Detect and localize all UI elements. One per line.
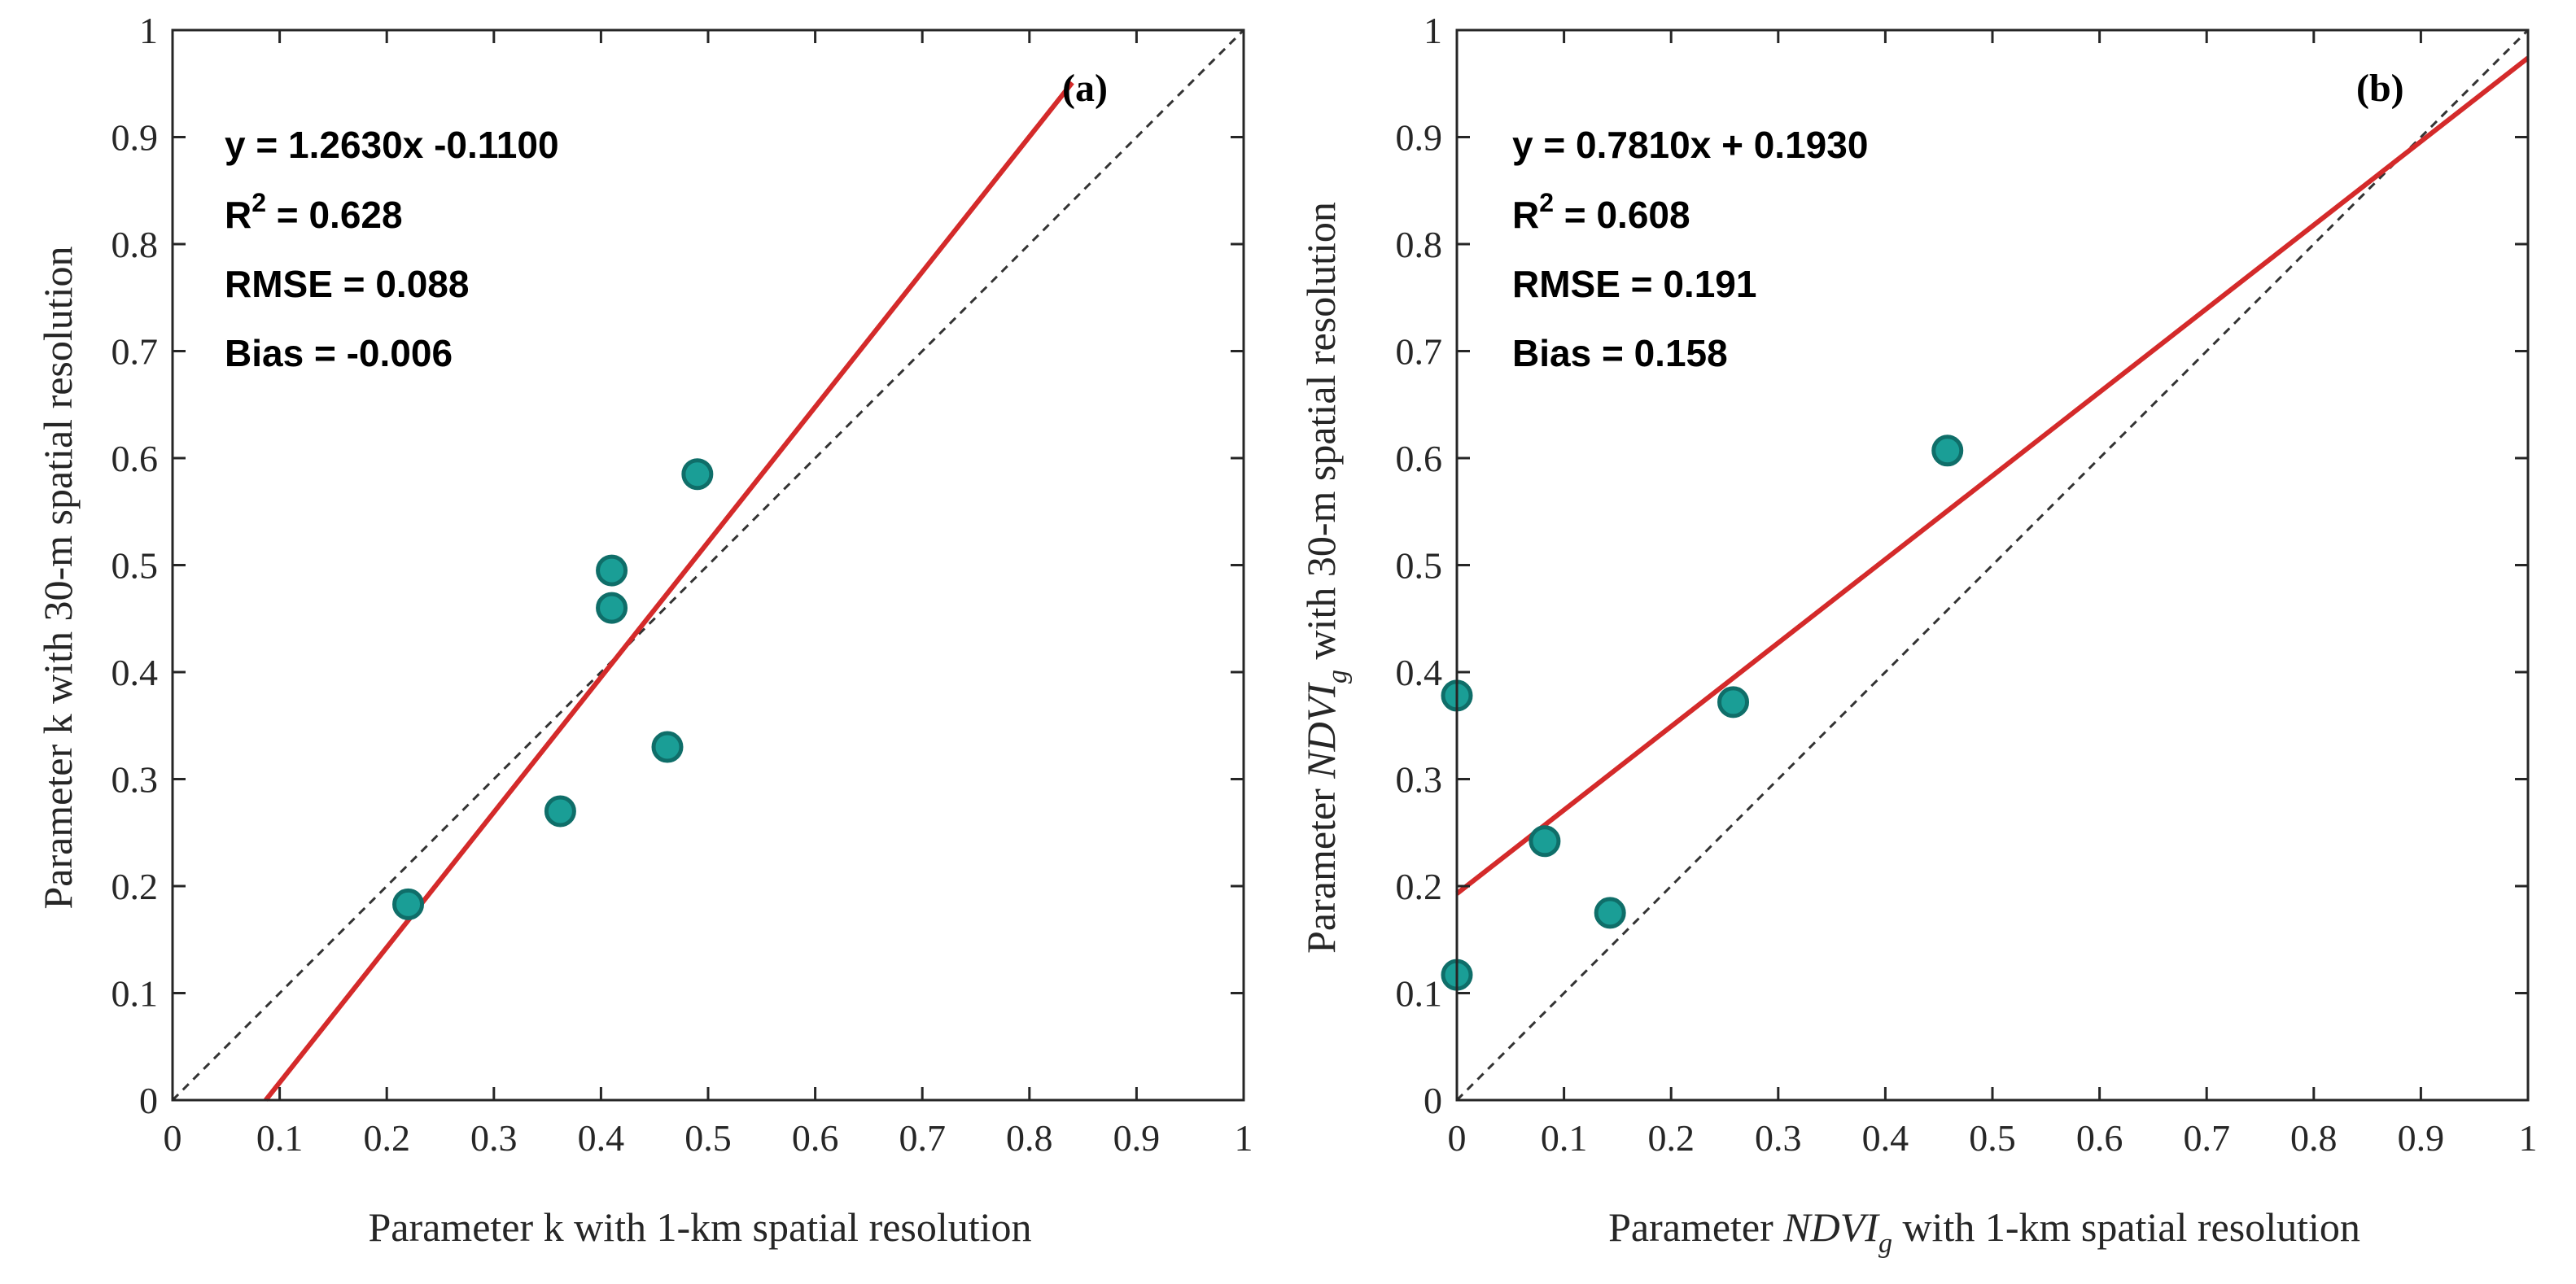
panel-a-y-tick-label: 0.6: [112, 438, 159, 479]
panel-b-label: (b): [2356, 67, 2404, 110]
panel-a-x-tick-label: 0.2: [363, 1117, 410, 1159]
panel-b-y-axis-label: Parameter NDVIg with 30-m spatial resolu…: [1298, 202, 1353, 954]
panel-a-x-tick-label: 1: [1235, 1117, 1253, 1159]
panel-a-x-tick-label: 0.8: [1006, 1117, 1053, 1159]
panel-a-data-point: [651, 731, 684, 763]
panel-a-y-tick-label: 0.8: [112, 224, 159, 265]
panel-a-reference-line: [171, 28, 1245, 1102]
panel-b-x-tick-label: 0.3: [1755, 1117, 1802, 1159]
panel-b-y-tick-label: 0.7: [1396, 331, 1443, 373]
panel-b-y-tick-label: 0.8: [1396, 224, 1443, 265]
panel-b-y-tick-label: 0.5: [1396, 545, 1443, 587]
panel-b-fit-line: [1455, 55, 2530, 896]
panel-b-y-tick-label: 1: [1424, 10, 1442, 51]
panel-b-equation: y = 0.7810x + 0.1930: [1512, 124, 1868, 166]
panel-b-data-point: [1931, 435, 1964, 467]
panel-b-x-axis-label: Parameter NDVIg with 1-km spatial resolu…: [1608, 1204, 2360, 1259]
panel-b-y-tick-label: 0.4: [1396, 652, 1443, 693]
panel-a-label: (a): [1062, 67, 1108, 110]
panel-b-x-tick-label: 0.7: [2183, 1117, 2230, 1159]
panel-b-y-tick-label: 0.6: [1396, 438, 1443, 479]
panel-b-rmse: RMSE = 0.191: [1512, 263, 1756, 305]
panel-a-y-tick-label: 0.4: [112, 652, 159, 693]
panel-a-x-tick-label: 0.7: [899, 1117, 946, 1159]
panel-a: 0 0.1 0.2 0.3 0.4 0.5 0.6 0.7 0.8 0.9 1 0 0.1 0.2 0.3…: [35, 10, 1253, 1250]
panel-b-y-tick-label: 0: [1424, 1080, 1442, 1121]
panel-a-x-tick-label: 0.1: [256, 1117, 304, 1159]
panel-a-y-tick-label: 1: [139, 10, 158, 51]
panel-a-x-tick-label: 0.4: [578, 1117, 625, 1159]
panel-a-data-point: [544, 795, 576, 828]
panel-b: 0 0.1 0.2 0.3 0.4 0.5 0.6 0.7 0.8 0.9 1 0 0.1 0.2 0.3…: [1298, 10, 2538, 1259]
panel-b-x-tick-label: 0.2: [1647, 1117, 1695, 1159]
panel-b-x-tick-label: 0.1: [1541, 1117, 1588, 1159]
panel-b-y-tick-label: 0.2: [1396, 866, 1443, 907]
panel-b-y-tick-label: 0.1: [1396, 973, 1443, 1015]
panel-b-x-tick-label: 1: [2519, 1117, 2538, 1159]
panel-b-x-tick-label: 0.9: [2398, 1117, 2445, 1159]
panel-a-x-tick-label: 0: [164, 1117, 182, 1159]
panel-a-data-point: [596, 592, 628, 624]
panel-a-fit-line: [264, 81, 1074, 1102]
panel-b-x-tick-label: 0: [1448, 1117, 1467, 1159]
panel-b-r2: R2 = 0.608: [1512, 188, 1690, 236]
panel-b-x-tick-label: 0.8: [2290, 1117, 2338, 1159]
panel-b-data-point: [1717, 686, 1750, 718]
panel-b-y-tick-label: 0.3: [1396, 759, 1443, 801]
panel-a-r2: R2 = 0.628: [225, 188, 403, 236]
panel-a-x-tick-label: 0.5: [684, 1117, 732, 1159]
panel-b-data-point: [1529, 825, 1561, 858]
panel-a-y-tick-label: 0.3: [112, 759, 159, 801]
panel-a-rmse: RMSE = 0.088: [225, 263, 469, 305]
panel-a-equation: y = 1.2630x -0.1100: [225, 124, 559, 166]
panel-b-x-tick-label: 0.5: [1969, 1117, 2016, 1159]
panel-a-data-point: [596, 554, 628, 587]
panel-b-reference-line: [1455, 28, 2530, 1102]
panel-b-bias: Bias = 0.158: [1512, 332, 1728, 374]
panel-a-y-tick-label: 0.1: [112, 973, 159, 1015]
panel-b-y-tick-label: 0.9: [1396, 117, 1443, 159]
panel-a-bias: Bias = -0.006: [225, 332, 453, 374]
panel-a-y-tick-label: 0.5: [112, 545, 159, 587]
panel-b-x-tick-label: 0.4: [1862, 1117, 1909, 1159]
panel-a-y-tick-label: 0.2: [112, 866, 159, 907]
panel-b-data-point: [1594, 897, 1626, 929]
panel-b-x-tick-label: 0.6: [2076, 1117, 2123, 1159]
panel-a-x-tick-label: 0.9: [1113, 1117, 1161, 1159]
panel-a-y-tick-label: 0: [139, 1080, 158, 1121]
panel-a-x-axis-label: Parameter k with 1-km spatial resolution: [368, 1204, 1031, 1250]
panel-a-y-axis-label: Parameter k with 30-m spatial resolution: [35, 246, 81, 909]
panel-a-x-tick-label: 0.3: [470, 1117, 518, 1159]
panel-a-data-point: [392, 888, 425, 920]
panel-a-y-tick-label: 0.9: [112, 117, 159, 159]
panel-a-data-point: [681, 458, 714, 491]
panel-a-y-tick-label: 0.7: [112, 331, 159, 373]
panel-a-x-tick-label: 0.6: [792, 1117, 839, 1159]
